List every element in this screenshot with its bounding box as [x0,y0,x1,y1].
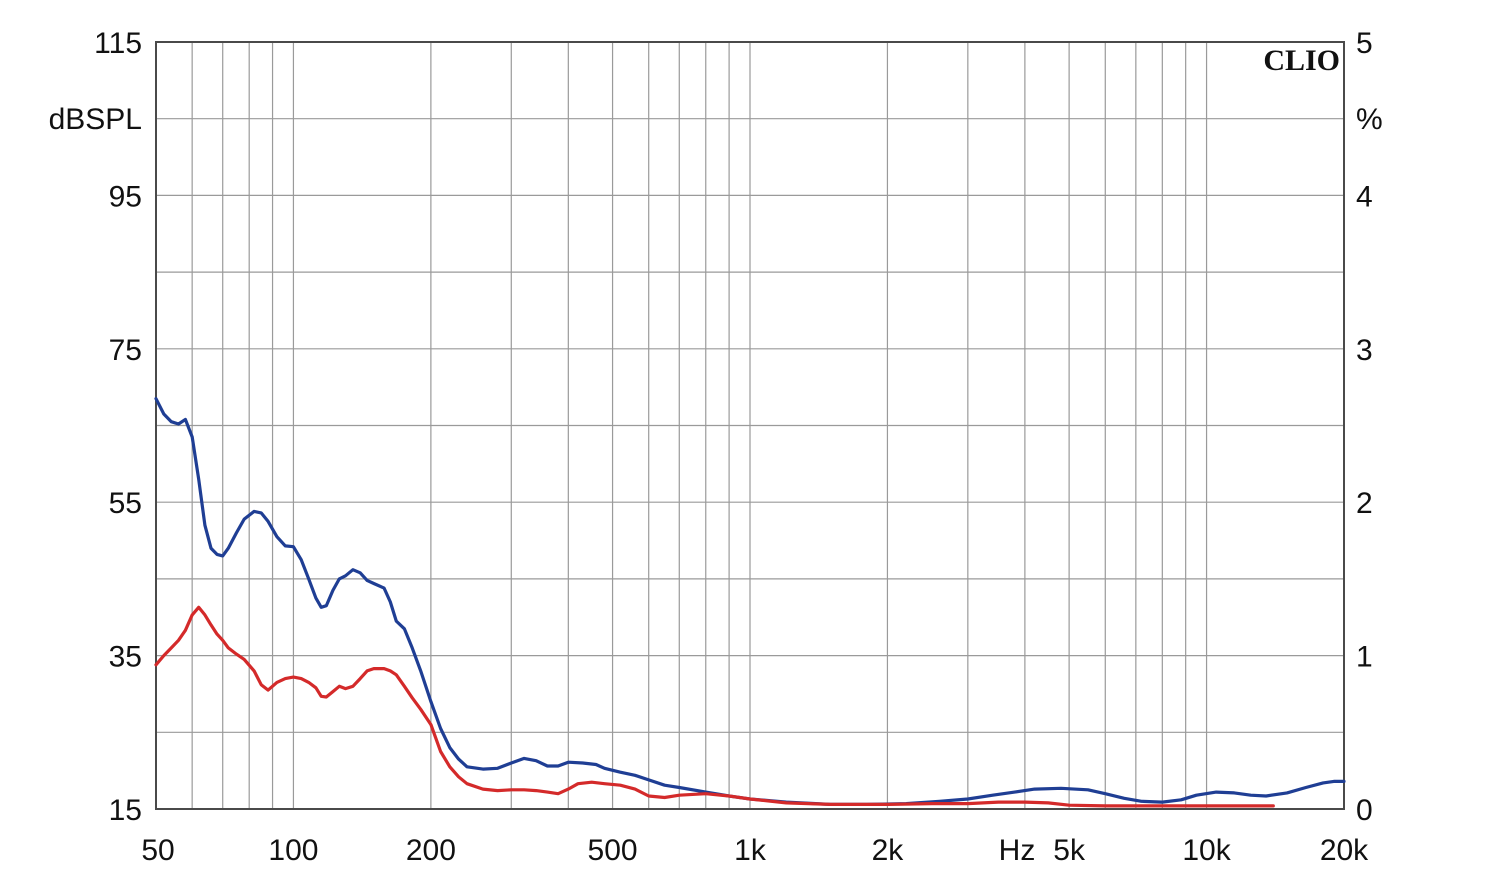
x-tick-label: 50 [141,834,174,867]
right-tick-label: 1 [1356,641,1373,674]
x-tick-label: 200 [406,834,456,867]
left-tick-label: 55 [109,487,142,520]
x-axis-tick-labels: 50 100 200 500 1k 2k 5k 10k 20k [141,834,1369,867]
grid [156,42,1344,809]
right-tick-label: 4 [1356,180,1373,213]
x-tick-label: 20k [1320,834,1369,867]
left-tick-label: 115 [94,27,142,60]
left-tick-label: 15 [109,794,142,827]
right-axis-tick-labels: 5 4 3 2 1 0 [1356,27,1373,827]
series-layer [154,397,1346,808]
right-axis-unit-label: % [1356,103,1383,136]
plot-border [155,41,1345,810]
x-tick-label: 500 [588,834,638,867]
x-axis-unit-label: Hz [999,834,1036,867]
left-axis-tick-labels: 115 95 75 55 35 15 [94,27,142,827]
left-tick-label: 95 [109,180,142,213]
blue-series-line [154,397,1346,806]
x-tick-label: 100 [268,834,318,867]
left-axis-unit-label: dBSPL [49,103,142,136]
right-tick-label: 5 [1356,27,1373,60]
brand-logo-text: CLIO [1263,44,1340,77]
right-tick-label: 2 [1356,487,1373,520]
right-tick-label: 0 [1356,794,1373,827]
right-tick-label: 3 [1356,334,1373,367]
left-tick-label: 75 [109,334,142,367]
x-tick-label: 1k [734,834,767,867]
x-tick-label: 2k [872,834,905,867]
x-tick-label: 10k [1182,834,1231,867]
x-tick-label: 5k [1053,834,1086,867]
red-series-line [154,605,1275,808]
left-tick-label: 35 [109,641,142,674]
